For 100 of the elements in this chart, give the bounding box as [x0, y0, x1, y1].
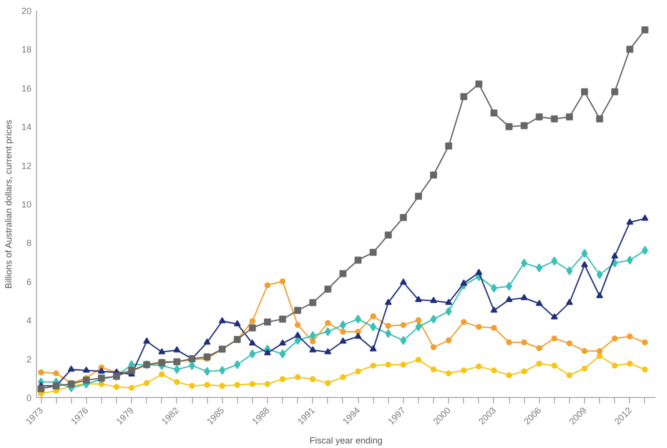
point: [566, 372, 572, 378]
point: [98, 367, 105, 374]
point: [566, 298, 573, 305]
y-axis-title: Billions of Australian dollars, current prices: [3, 119, 14, 289]
point: [414, 296, 422, 302]
point: [279, 339, 286, 346]
point: [264, 282, 270, 288]
point: [536, 360, 542, 367]
point: [612, 335, 618, 342]
y-tick-label: 4: [26, 316, 32, 326]
point: [384, 298, 392, 305]
point: [324, 320, 331, 326]
point: [174, 379, 180, 386]
point: [476, 324, 482, 330]
point: [520, 122, 528, 130]
point: [612, 362, 618, 369]
point: [218, 317, 226, 324]
point: [506, 123, 513, 130]
point: [158, 348, 166, 354]
point: [490, 110, 498, 117]
point: [248, 339, 256, 346]
point: [641, 26, 648, 34]
point: [340, 320, 346, 330]
point: [128, 384, 135, 391]
point: [596, 115, 604, 122]
y-tick-label: 6: [26, 276, 32, 287]
point: [339, 337, 346, 344]
point: [400, 278, 407, 285]
point: [551, 335, 558, 342]
point: [460, 279, 468, 286]
point: [475, 80, 482, 88]
point: [521, 368, 528, 374]
point: [490, 284, 498, 293]
point: [536, 300, 543, 306]
y-tick-label: 16: [21, 83, 32, 94]
point: [204, 366, 210, 376]
point: [354, 314, 362, 324]
y-tick-label: 20: [21, 6, 32, 16]
point: [234, 320, 241, 326]
point: [596, 292, 604, 298]
y-tick-label: 2: [26, 354, 32, 364]
point: [354, 332, 362, 339]
point: [400, 214, 407, 222]
point: [294, 306, 302, 314]
point: [174, 364, 180, 374]
point: [38, 385, 45, 392]
point: [460, 93, 468, 100]
point: [430, 171, 438, 178]
point: [582, 348, 588, 354]
point: [430, 366, 437, 372]
point: [309, 346, 316, 352]
point: [596, 270, 603, 280]
point: [414, 192, 422, 200]
point: [294, 332, 302, 338]
point: [114, 384, 120, 390]
y-tick-label: 8: [26, 238, 32, 248]
point: [490, 367, 497, 374]
point: [310, 338, 316, 344]
point: [626, 360, 633, 367]
point: [354, 256, 362, 264]
point: [400, 362, 406, 368]
point: [581, 248, 588, 258]
point: [294, 374, 301, 380]
point: [384, 231, 392, 238]
point: [204, 353, 211, 360]
point: [566, 340, 572, 346]
point: [460, 367, 467, 374]
point: [173, 346, 180, 352]
point: [476, 364, 482, 370]
point: [506, 372, 512, 378]
point: [400, 322, 406, 328]
point: [370, 313, 376, 320]
point: [596, 348, 603, 354]
point: [370, 345, 377, 352]
point: [626, 46, 634, 53]
point: [294, 322, 301, 328]
y-tick-label: 18: [21, 44, 32, 55]
point: [445, 298, 452, 305]
point: [490, 324, 497, 331]
point: [264, 380, 270, 387]
point: [611, 252, 618, 258]
point: [264, 318, 271, 326]
point: [581, 88, 588, 96]
point: [611, 88, 618, 96]
point: [189, 382, 196, 389]
point: [324, 286, 332, 293]
point: [506, 296, 513, 302]
point: [68, 365, 75, 372]
point: [445, 142, 452, 150]
point: [339, 270, 346, 278]
point: [506, 339, 512, 346]
point: [566, 113, 573, 120]
point: [536, 345, 542, 352]
x-axis-title: Fiscal year ending: [309, 436, 383, 446]
point: [415, 317, 422, 324]
point: [158, 371, 165, 378]
point: [310, 376, 316, 382]
point: [506, 282, 512, 291]
y-tick-label: 10: [21, 200, 32, 210]
point: [642, 366, 648, 372]
